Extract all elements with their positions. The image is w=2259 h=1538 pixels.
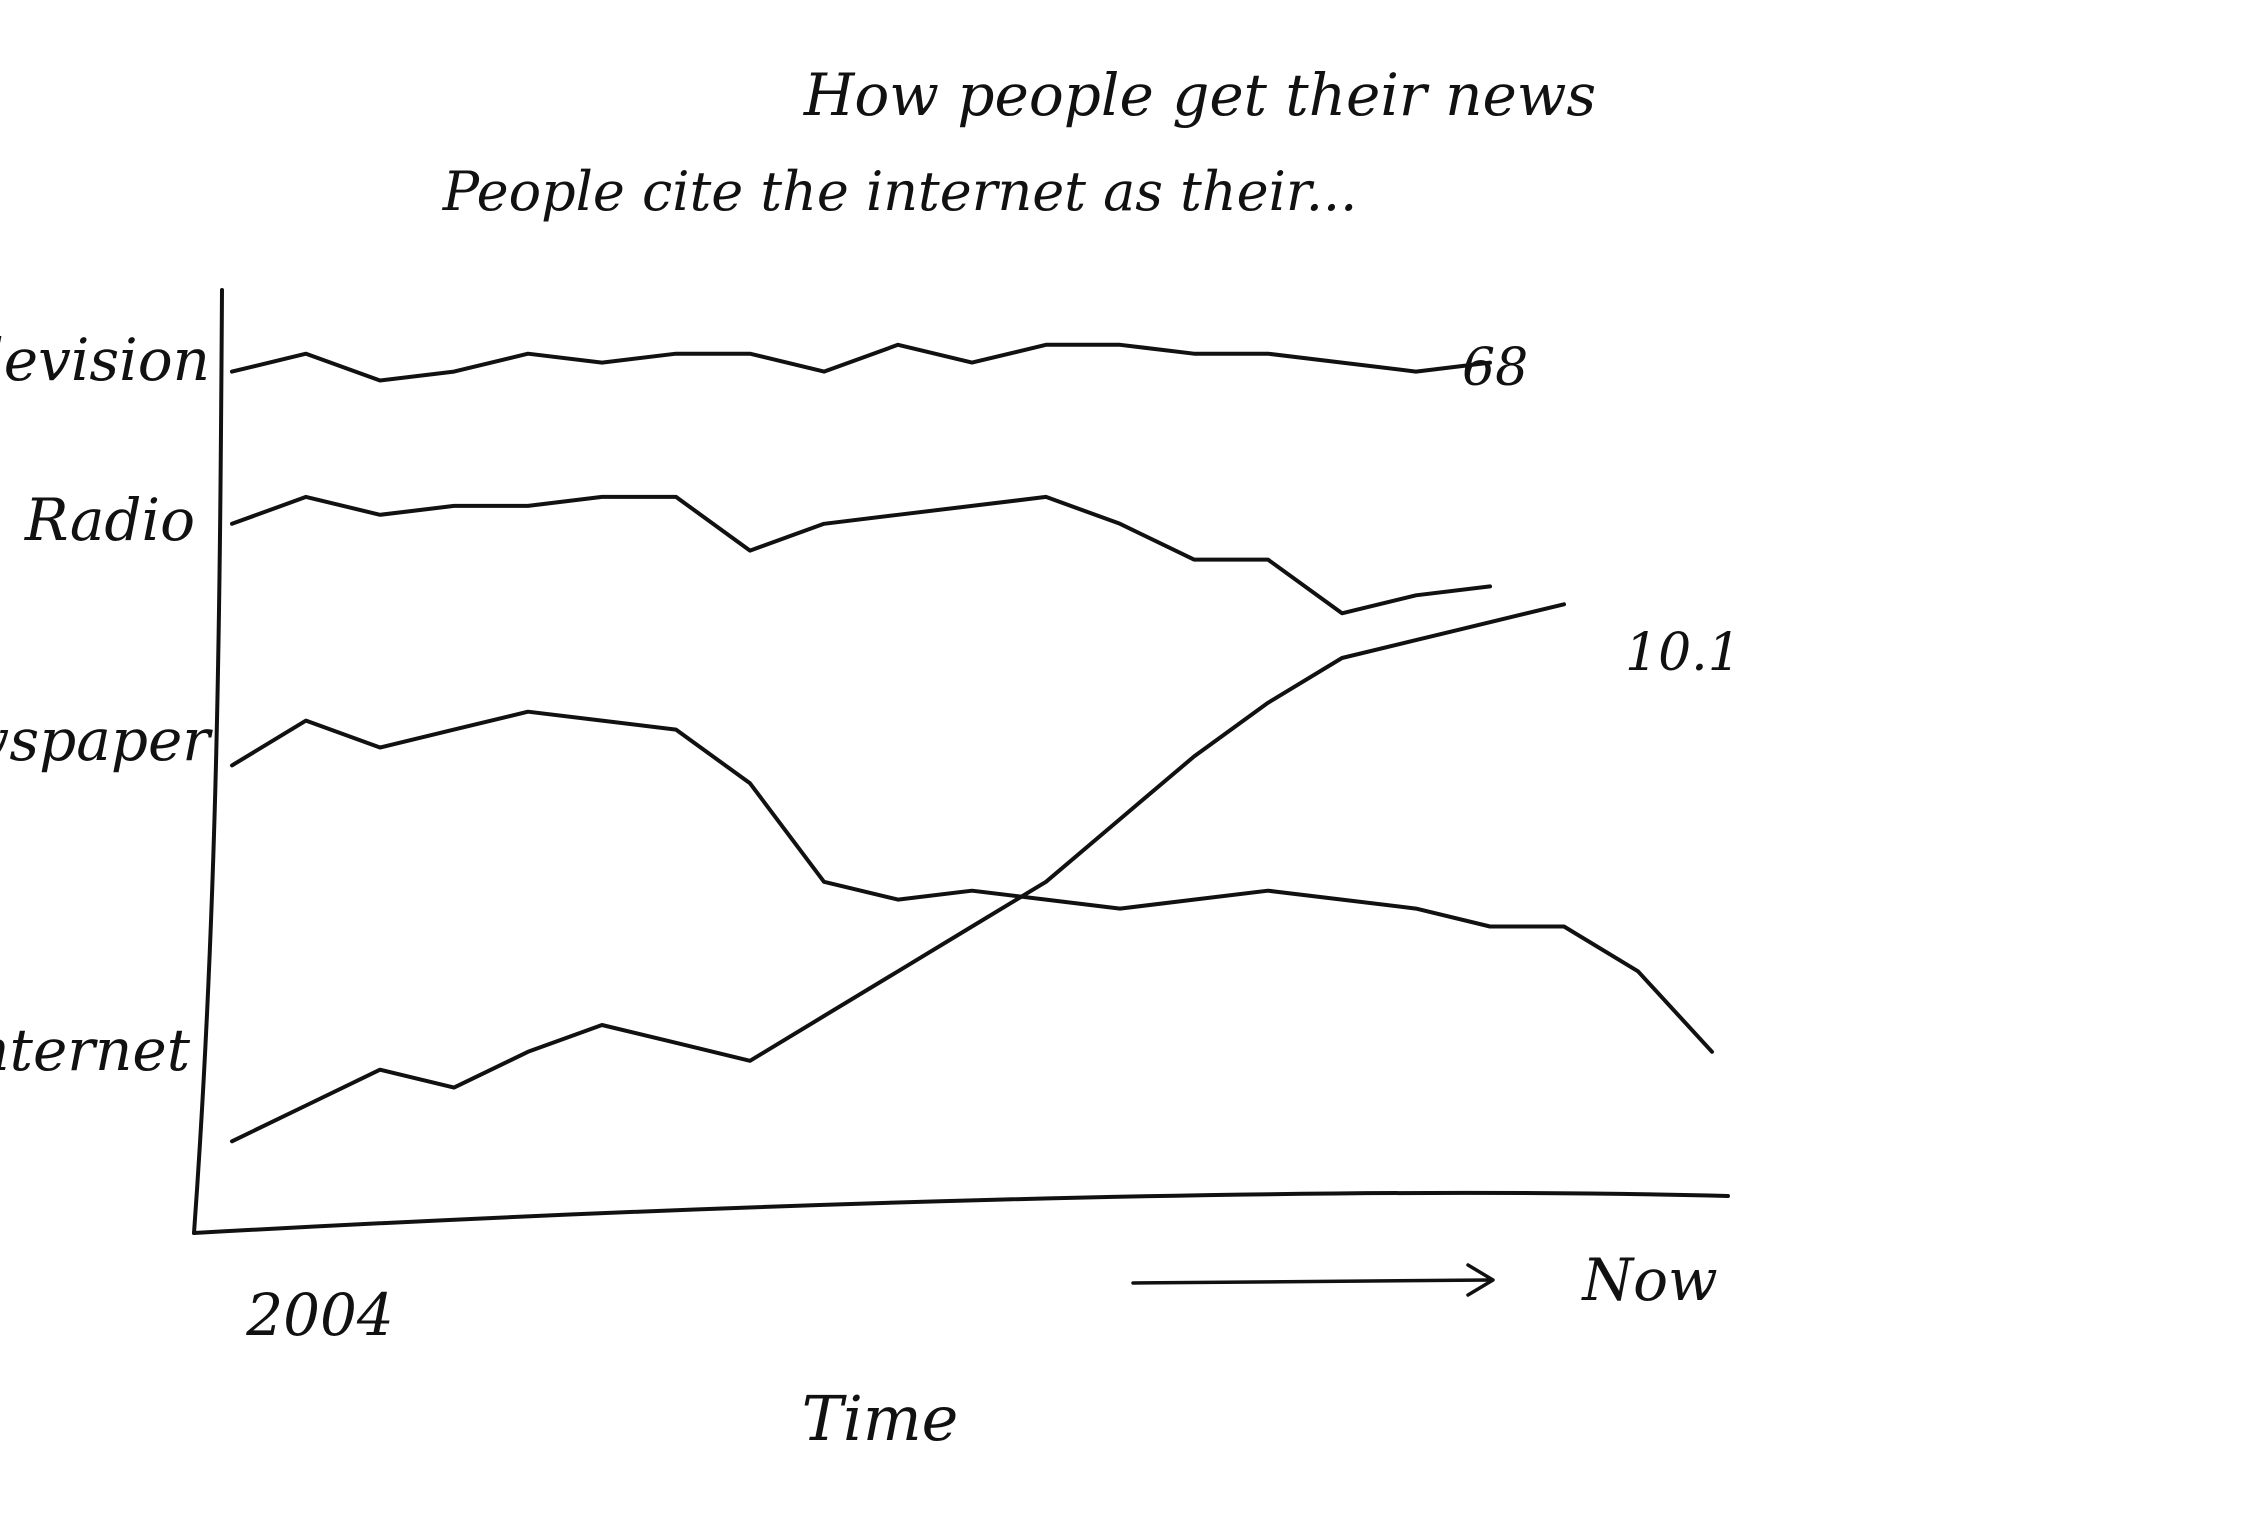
series-label-television: Television	[0, 326, 210, 394]
series-label-radio: Radio	[24, 486, 195, 554]
series-line-television	[230, 342, 1492, 383]
time-arrow-head	[1466, 1263, 1495, 1297]
internet-end-value: 10.1	[1625, 623, 1741, 683]
x-start-tick-label: 2004	[245, 1281, 394, 1349]
x-end-tick-label: Now	[1580, 1246, 1717, 1314]
series-label-newspaper: Newspaper	[0, 706, 213, 774]
time-arrow-shaft	[1131, 1278, 1492, 1285]
x-axis-line	[192, 1190, 1730, 1235]
y-axis-line	[192, 288, 224, 1235]
chart-title: How people get their news	[803, 61, 1596, 129]
axes	[192, 288, 1730, 1235]
television-end-value: 68	[1462, 338, 1528, 398]
value-labels: 68 10.1	[1462, 338, 1741, 683]
series-label-internet: Internet	[0, 1016, 191, 1084]
chart-subtitle: People cite the internet as their...	[442, 160, 1358, 223]
x-axis-label: Time	[802, 1382, 959, 1455]
series-lines	[230, 342, 1714, 1144]
series-line-radio	[230, 494, 1492, 616]
series-line-internet	[230, 602, 1566, 1144]
series-labels: Television Radio Newspaper Internet	[0, 326, 213, 1084]
series-line-newspaper	[230, 709, 1714, 1054]
